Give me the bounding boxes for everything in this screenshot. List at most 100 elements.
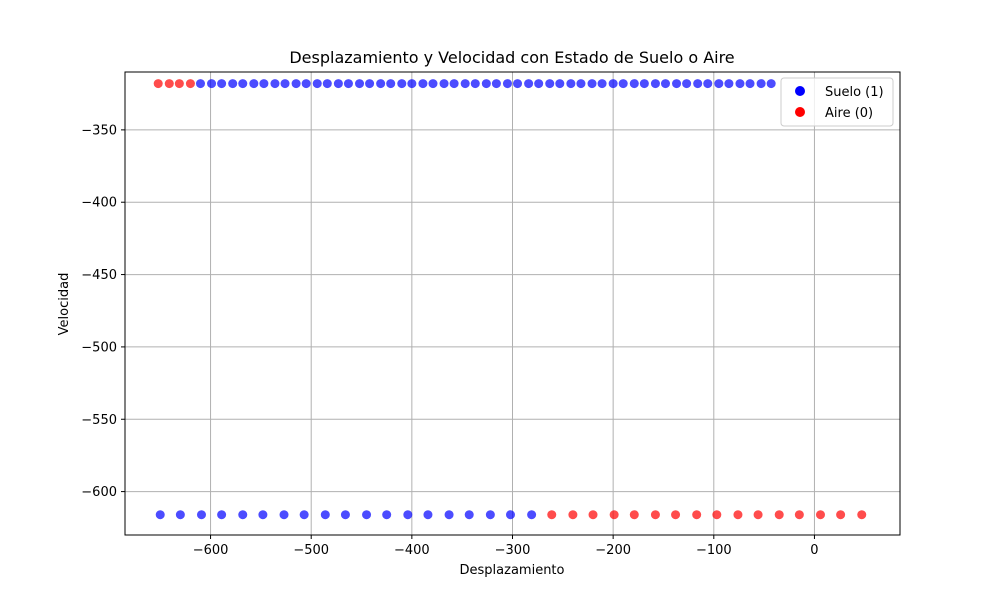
data-point-suelo	[756, 79, 766, 89]
x-tick-label: −500	[293, 543, 329, 558]
legend-marker-suelo	[795, 86, 805, 96]
legend-marker-aire	[795, 107, 805, 117]
data-point-aire	[629, 510, 639, 520]
data-point-suelo	[299, 510, 309, 520]
data-point-suelo	[513, 79, 523, 89]
data-point-suelo	[714, 79, 724, 89]
data-point-suelo	[228, 79, 238, 89]
data-point-suelo	[439, 79, 449, 89]
data-point-aire	[588, 510, 598, 520]
data-point-suelo	[703, 79, 713, 89]
data-point-suelo	[485, 510, 495, 520]
data-point-aire	[794, 510, 804, 520]
data-point-suelo	[320, 510, 330, 520]
data-point-suelo	[386, 79, 396, 89]
x-axis-label: Desplazamiento	[460, 563, 565, 578]
x-tick-label: −600	[193, 543, 229, 558]
data-point-suelo	[217, 79, 227, 89]
data-point-suelo	[491, 79, 501, 89]
y-tick-label: −350	[81, 123, 117, 138]
data-point-suelo	[639, 79, 649, 89]
grid-lines	[125, 72, 900, 535]
data-point-aire	[547, 510, 557, 520]
data-point-suelo	[502, 79, 512, 89]
data-point-suelo	[279, 510, 289, 520]
data-points	[153, 79, 867, 520]
chart-title: Desplazamiento y Velocidad con Estado de…	[289, 48, 734, 67]
x-axis-ticks: −600 −500 −400 −300 −200 −100 0	[193, 535, 819, 558]
data-point-suelo	[175, 510, 185, 520]
data-point-suelo	[587, 79, 597, 89]
data-point-suelo	[238, 510, 248, 520]
data-point-aire	[174, 79, 184, 89]
data-point-suelo	[527, 510, 537, 520]
data-point-suelo	[745, 79, 755, 89]
data-point-aire	[568, 510, 578, 520]
data-point-suelo	[534, 79, 544, 89]
data-point-suelo	[444, 510, 454, 520]
x-tick-label: −400	[394, 543, 430, 558]
data-point-suelo	[340, 510, 350, 520]
x-tick-label: −300	[495, 543, 531, 558]
data-point-suelo	[682, 79, 692, 89]
data-point-aire	[164, 79, 174, 89]
data-point-suelo	[365, 79, 375, 89]
data-point-suelo	[343, 79, 353, 89]
y-tick-label: −450	[81, 268, 117, 283]
data-point-suelo	[407, 79, 417, 89]
x-tick-label: −200	[595, 543, 631, 558]
data-point-suelo	[249, 79, 259, 89]
data-point-suelo	[382, 510, 392, 520]
data-point-suelo	[481, 79, 491, 89]
legend-label-aire: Aire (0)	[825, 106, 873, 121]
data-point-suelo	[362, 510, 372, 520]
data-point-suelo	[735, 79, 745, 89]
data-point-suelo	[505, 510, 515, 520]
data-point-suelo	[155, 510, 165, 520]
data-point-suelo	[418, 79, 428, 89]
legend-label-suelo: Suelo (1)	[825, 85, 884, 100]
data-point-suelo	[376, 79, 386, 89]
data-point-aire	[692, 510, 702, 520]
data-point-aire	[733, 510, 743, 520]
data-point-suelo	[672, 79, 682, 89]
data-point-suelo	[207, 79, 217, 89]
data-point-suelo	[470, 79, 480, 89]
data-point-suelo	[724, 79, 734, 89]
data-point-suelo	[423, 510, 433, 520]
data-point-suelo	[555, 79, 565, 89]
data-point-aire	[857, 510, 867, 520]
data-point-aire	[609, 510, 619, 520]
y-axis-ticks: −350 −400 −450 −500 −550 −600	[81, 123, 125, 500]
data-point-aire	[712, 510, 722, 520]
data-point-suelo	[576, 79, 586, 89]
data-point-suelo	[312, 79, 322, 89]
data-point-suelo	[545, 79, 555, 89]
data-point-aire	[650, 510, 660, 520]
data-point-aire	[153, 79, 163, 89]
data-point-suelo	[693, 79, 703, 89]
data-point-suelo	[524, 79, 534, 89]
data-point-suelo	[291, 79, 301, 89]
data-point-suelo	[397, 79, 407, 89]
data-point-aire	[671, 510, 681, 520]
data-point-suelo	[259, 79, 269, 89]
data-point-suelo	[258, 510, 268, 520]
data-point-suelo	[196, 510, 206, 520]
y-axis-label: Velocidad	[57, 273, 72, 336]
data-point-suelo	[280, 79, 290, 89]
y-tick-label: −400	[81, 196, 117, 211]
data-point-suelo	[629, 79, 639, 89]
data-point-suelo	[301, 79, 311, 89]
x-tick-label: −100	[696, 543, 732, 558]
data-point-suelo	[322, 79, 332, 89]
legend-box	[780, 77, 894, 127]
data-point-suelo	[660, 79, 670, 89]
data-point-suelo	[238, 79, 248, 89]
data-point-suelo	[464, 510, 474, 520]
y-tick-label: −600	[81, 485, 117, 500]
data-point-suelo	[355, 79, 365, 89]
data-point-aire	[753, 510, 763, 520]
y-tick-label: −550	[81, 413, 117, 428]
